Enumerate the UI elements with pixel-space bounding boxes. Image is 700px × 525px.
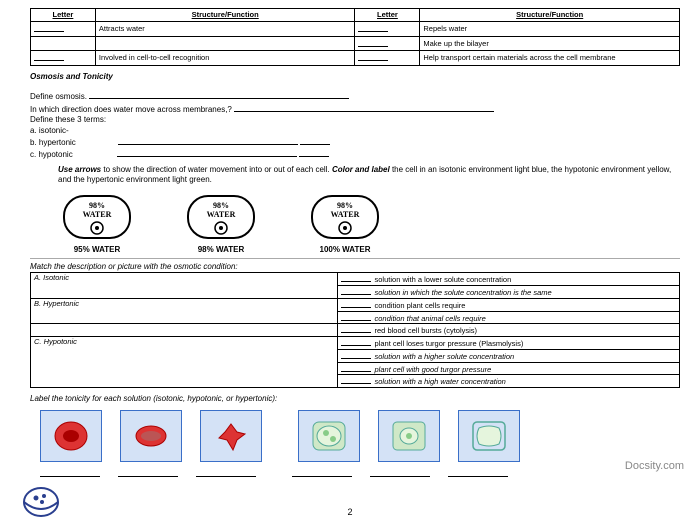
svg-text:98%: 98% <box>89 201 105 210</box>
tonicity-images <box>40 410 680 462</box>
svg-text:98%: 98% <box>337 201 353 210</box>
arrow-instructions: Use arrows to show the direction of wate… <box>58 165 680 186</box>
svg-text:WATER: WATER <box>207 210 236 219</box>
define-3-terms: Define these 3 terms: <box>30 115 680 125</box>
tonicity-blanks <box>40 468 680 477</box>
cell-diagrams-row: 98% WATER 95% WATER 98% WATER 98% WATER … <box>50 190 680 255</box>
cell-diagram-1: 98% WATER 95% WATER <box>50 190 144 255</box>
svg-text:98%: 98% <box>213 201 229 210</box>
table-row: Involved in cell-to-cell recognition Hel… <box>31 51 680 66</box>
cell-label-2: 98% WATER <box>174 245 268 255</box>
th-letter1: Letter <box>31 9 96 22</box>
watermark: Docsity.com <box>625 459 684 473</box>
th-sf1: Structure/Function <box>95 9 355 22</box>
cell-diagram-3: 98% WATER 100% WATER <box>298 190 392 255</box>
tonicity-img-1 <box>40 410 102 462</box>
term-c: c. hypotonic <box>30 148 680 160</box>
table-row: Attracts water Repels water <box>31 21 680 36</box>
cell-label-1: 95% WATER <box>50 245 144 255</box>
th-sf2: Structure/Function <box>420 9 680 22</box>
structure-function-table: Letter Structure/Function Letter Structu… <box>30 8 680 66</box>
svg-text:WATER: WATER <box>83 210 112 219</box>
page-number: 2 <box>0 507 700 519</box>
tonicity-img-4 <box>298 410 360 462</box>
match-table: A. Isotonic solution with a lower solute… <box>30 272 680 388</box>
term-a: a. isotonic- <box>30 126 680 136</box>
define-osmosis: Define osmosis. <box>30 90 680 102</box>
cell-diagram-2: 98% WATER 98% WATER <box>174 190 268 255</box>
match-title: Match the description or picture with th… <box>30 262 680 272</box>
tonicity-img-2 <box>120 410 182 462</box>
tonicity-img-3 <box>200 410 262 462</box>
tonicity-img-5 <box>378 410 440 462</box>
logo-icon <box>22 486 60 521</box>
cell-label-3: 100% WATER <box>298 245 392 255</box>
svg-text:WATER: WATER <box>331 210 360 219</box>
th-letter2: Letter <box>355 9 420 22</box>
tonicity-title: Label the tonicity for each solution (is… <box>30 394 680 404</box>
term-b: b. hypertonic <box>30 136 680 148</box>
section-title: Osmosis and Tonicity <box>30 72 680 82</box>
tonicity-img-6 <box>458 410 520 462</box>
water-direction: In which direction does water move acros… <box>30 103 680 115</box>
table-row: Make up the bilayer <box>31 36 680 51</box>
